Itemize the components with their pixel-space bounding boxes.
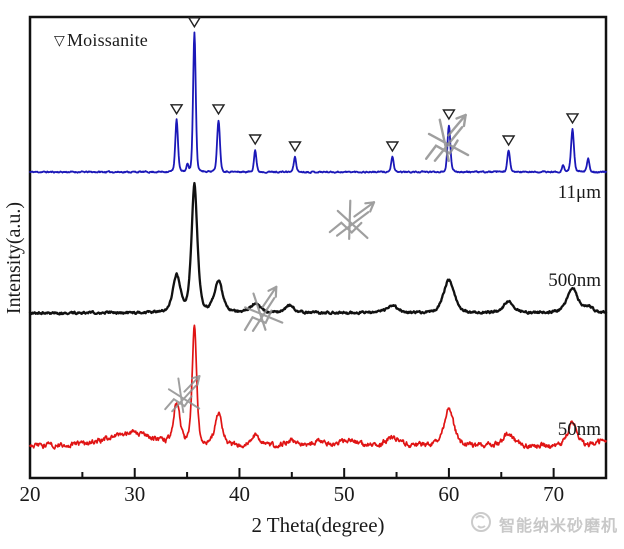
x-tick-label-50: 50 [333,482,355,506]
x-tick-label-20: 20 [19,482,41,506]
watermark-stroke [348,199,352,240]
watermark-stroke [424,139,459,160]
watermark-stroke [462,113,467,128]
watermark-stroke [183,375,201,393]
peak-marker-icon [169,104,184,116]
watermark-scribble-icon [424,113,470,163]
watermark-stroke [369,201,376,213]
watermark-stroke [455,113,467,120]
x-tick-label-30: 30 [124,482,146,506]
watermark-stroke [252,292,267,331]
watermark-logo-part [471,512,491,532]
moissanite-marker-icon: ▽ [54,33,65,49]
peak-marker-icon [385,141,400,153]
watermark-stroke [335,211,370,237]
peak-marker-icon [211,104,226,116]
peak-marker-icon [501,135,516,147]
series-label-50nm: 50nm [557,419,601,440]
watermark-stroke [191,375,201,380]
watermark-scribble-icon [243,285,284,332]
xrd-curve-50nm [29,324,607,450]
xrd-curve-11um [29,31,607,174]
x-axis-title: 2 Theta(degree) [251,513,385,537]
watermark-stroke [433,126,464,162]
x-tick-label-70: 70 [543,482,565,506]
plot-border [28,15,608,480]
legend: ▽ Moissanite [54,30,148,51]
watermark-stroke [171,384,197,413]
peak-marker-icon [288,141,302,153]
x-tick-label-40: 40 [228,482,250,506]
watermark-brand-text: 智能纳米砂磨机 [499,516,619,535]
peak-marker-icon [442,109,456,121]
watermark-stroke [196,375,201,386]
peak-marker-icon [565,113,580,125]
xrd-curve-500nm [28,181,608,316]
watermark-stroke [261,285,278,309]
watermark-stroke [177,377,185,414]
y-axis-title: Intensity(a.u.) [3,201,25,315]
watermark-logo-icon [471,512,491,532]
watermark-stroke [364,201,376,205]
watermark-scribble-icon [328,199,376,240]
watermark-scribble-icon [164,375,201,414]
series-label-500nm: 500nm [548,270,601,291]
peak-marker-icon [187,17,202,29]
watermark-stroke [447,113,467,137]
x-tick-label-60: 60 [438,482,460,506]
watermark-stroke [251,297,276,332]
series-label-11um: 11μm [557,182,601,203]
legend-label: Moissanite [66,30,148,50]
watermark-stroke [274,285,278,298]
watermark-logo-part [475,515,485,519]
watermark-stroke [267,285,278,292]
watermark-logo-part [477,525,486,529]
peak-marker-icon [248,134,262,146]
watermark-stroke [353,201,376,218]
watermark-stroke [438,118,450,163]
